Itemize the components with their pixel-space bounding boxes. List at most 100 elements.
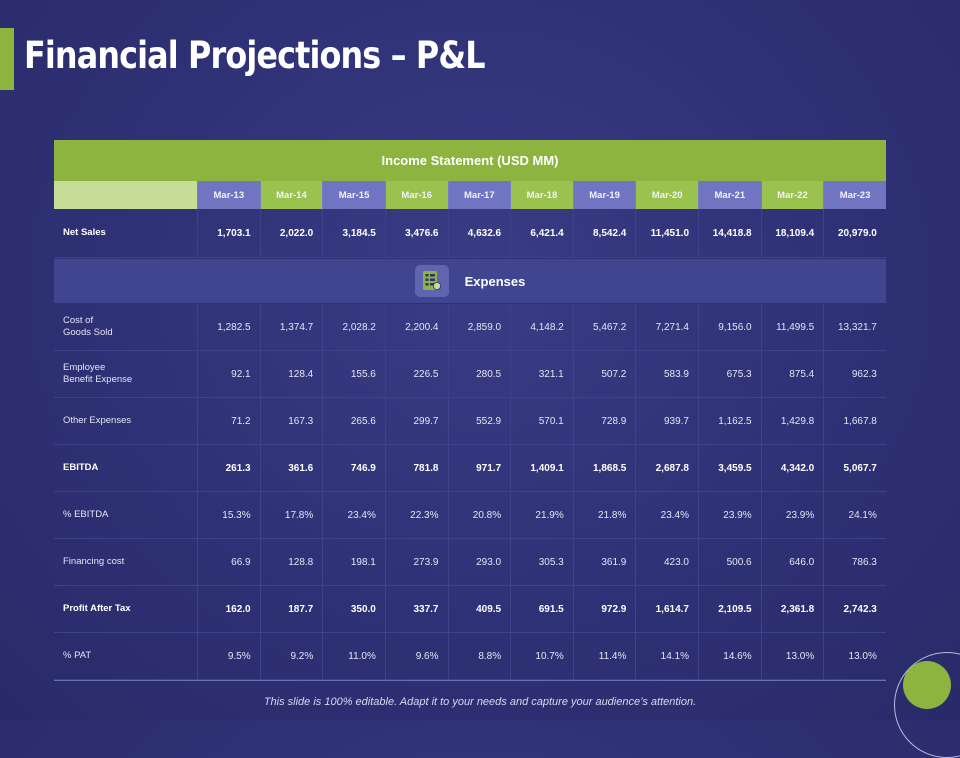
table-cell: 66.9 [197, 539, 260, 585]
table-cell: 972.9 [572, 586, 636, 632]
table-cell: 570.1 [510, 398, 573, 444]
table-cell: 9.6% [384, 633, 448, 679]
table-cell: 675.3 [698, 351, 761, 397]
table-cell: 691.5 [510, 586, 573, 632]
table-cell: 1,282.5 [197, 304, 260, 350]
table-row-net-sales: Net Sales 1,703.1 2,022.0 3,184.5 3,476.6 4,… [54, 209, 886, 258]
table-cell: 6,421.4 [510, 209, 573, 257]
table-cell: 1,614.7 [635, 586, 698, 632]
table-cell: 15.3% [197, 492, 260, 538]
table-cell: 507.2 [572, 351, 636, 397]
table-cell: 265.6 [322, 398, 385, 444]
table-cell: 337.7 [384, 586, 448, 632]
table-cell: 9,156.0 [698, 304, 761, 350]
table-cell: 273.9 [384, 539, 448, 585]
table-cell: 2,859.0 [447, 304, 511, 350]
decorative-circle [903, 661, 951, 709]
table-cell: 409.5 [447, 586, 511, 632]
row-label: Employee Benefit Expense [63, 362, 133, 385]
table-cell: 21.9% [510, 492, 573, 538]
table-cell: 746.9 [322, 445, 385, 491]
table-row: Other Expenses 71.2 167.3 265.6 299.7 552.9 57… [54, 398, 886, 445]
table-cell: 14,418.8 [698, 209, 761, 257]
column-header-row: Mar-13 Mar-14 Mar-15 Mar-16 Mar-17 Mar-18 Mar-… [54, 181, 886, 209]
table-row: % EBITDA 15.3% 17.8% 23.4% 22.3% 20.8% 21.9% 21… [54, 492, 886, 539]
table-row: Profit After Tax 162.0 187.7 350.0 337.7 409.… [54, 586, 886, 633]
table-row: Cost of Goods Sold 1,282.5 1,374.7 2,028.2 2… [54, 304, 886, 351]
table-cell: 9.2% [259, 633, 323, 679]
column-header: Mar-17 [447, 181, 511, 209]
table-cell: 4,342.0 [760, 445, 824, 491]
table-cell: 583.9 [635, 351, 698, 397]
table-cell: 23.4% [322, 492, 385, 538]
table-cell: 4,632.6 [447, 209, 511, 257]
table-cell: 1,429.8 [760, 398, 824, 444]
column-header: Mar-23 [823, 181, 886, 209]
expenses-section-header: Expenses [54, 258, 886, 304]
table-cell: 2,022.0 [259, 209, 323, 257]
table-cell: 875.4 [760, 351, 824, 397]
table-cell: 20.8% [447, 492, 511, 538]
column-header: Mar-22 [760, 181, 824, 209]
table-cell: 20,979.0 [823, 209, 886, 257]
table-row: Financing cost 66.9 128.8 198.1 273.9 293.0 30… [54, 539, 886, 586]
table-cell: 22.3% [384, 492, 448, 538]
table-row: EBITDA 261.3 361.6 746.9 781.8 971.7 1,409.1 1,… [54, 445, 886, 492]
table-cell: 423.0 [635, 539, 698, 585]
table-cell: 2,200.4 [384, 304, 448, 350]
table-cell: 226.5 [384, 351, 448, 397]
row-label: % PAT [63, 650, 92, 662]
header-empty-cell [54, 181, 197, 209]
expenses-label: Expenses [464, 273, 526, 289]
table-cell: 23.9% [760, 492, 824, 538]
table-cell: 350.0 [322, 586, 385, 632]
table-cell: 128.8 [259, 539, 323, 585]
table-cell: 14.1% [635, 633, 698, 679]
table-cell: 8,542.4 [572, 209, 636, 257]
table-cell: 11.4% [572, 633, 636, 679]
table-cell: 14.6% [698, 633, 761, 679]
table-cell: 728.9 [572, 398, 636, 444]
table-cell: 4,148.2 [510, 304, 573, 350]
table-cell: 3,476.6 [384, 209, 448, 257]
table-cell: 11,499.5 [760, 304, 824, 350]
table-cell: 1,703.1 [197, 209, 260, 257]
table-cell: 162.0 [197, 586, 260, 632]
table-cell: 7,271.4 [635, 304, 698, 350]
table-cell: 167.3 [259, 398, 323, 444]
table-cell: 11,451.0 [635, 209, 698, 257]
table-cell: 92.1 [197, 351, 260, 397]
table-cell: 361.9 [572, 539, 636, 585]
footer-note: This slide is 100% editable. Adapt it to… [263, 696, 697, 708]
column-header: Mar-13 [197, 181, 260, 209]
row-label: Financing cost [63, 556, 125, 568]
table-cell: 781.8 [384, 445, 448, 491]
row-label: Cost of Goods Sold [63, 315, 113, 338]
table-cell: 198.1 [322, 539, 385, 585]
table-cell: 1,374.7 [259, 304, 323, 350]
table-cell: 1,162.5 [698, 398, 761, 444]
column-header: Mar-16 [384, 181, 448, 209]
table-cell: 10.7% [510, 633, 573, 679]
table-cell: 71.2 [197, 398, 260, 444]
table-cell: 786.3 [823, 539, 886, 585]
table-cell: 962.3 [823, 351, 886, 397]
table-cell: 9.5% [197, 633, 260, 679]
table-cell: 23.9% [698, 492, 761, 538]
column-header: Mar-14 [259, 181, 323, 209]
table-row: Employee Benefit Expense 92.1 128.4 155.6 22… [54, 351, 886, 398]
table-cell: 23.4% [635, 492, 698, 538]
table-cell: 1,667.8 [823, 398, 886, 444]
table-cell: 3,459.5 [698, 445, 761, 491]
table-cell: 293.0 [447, 539, 511, 585]
row-label: Other Expenses [63, 415, 132, 427]
table-cell: 18,109.4 [760, 209, 824, 257]
table-cell: 2,742.3 [823, 586, 886, 632]
table-cell: 3,184.5 [322, 209, 385, 257]
table-cell: 17.8% [259, 492, 323, 538]
table-cell: 1,409.1 [510, 445, 573, 491]
table-row: % PAT 9.5% 9.2% 11.0% 9.6% 8.8% 10.7% 11.4% 14.1… [54, 633, 886, 680]
table-cell: 2,028.2 [322, 304, 385, 350]
table-cell: 21.8% [572, 492, 636, 538]
column-header: Mar-20 [635, 181, 698, 209]
